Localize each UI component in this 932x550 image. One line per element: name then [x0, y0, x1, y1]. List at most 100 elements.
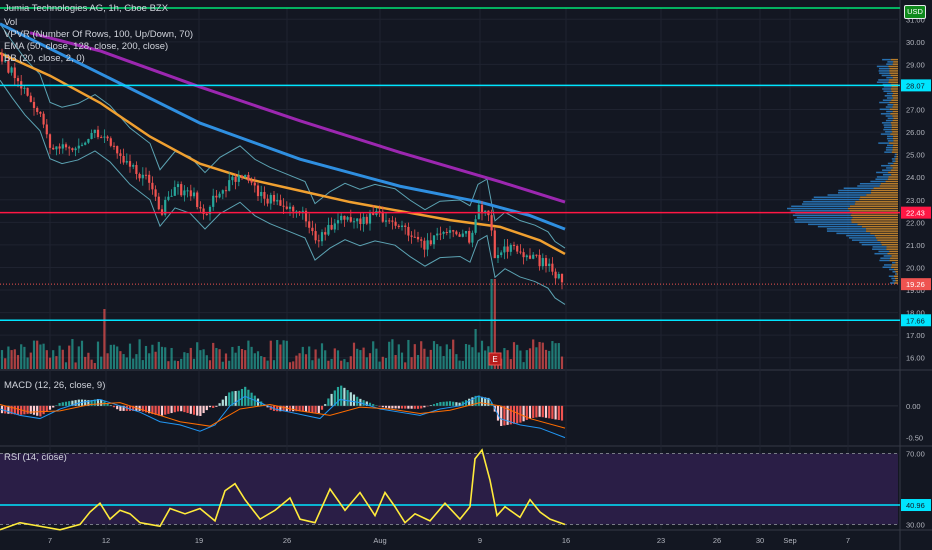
candle-body — [176, 184, 180, 188]
candle-body — [231, 176, 234, 181]
price-tick-label: 29.00 — [906, 60, 925, 69]
vpvr-bar-up — [880, 257, 891, 259]
vpvr-bar-down — [889, 108, 898, 111]
rsi-tick-label: 30.00 — [906, 520, 925, 529]
level-label: 28.07 — [906, 81, 925, 90]
volume-bar — [525, 350, 528, 369]
candle-body — [132, 165, 135, 167]
candle-body — [535, 254, 538, 256]
candle-body — [317, 240, 320, 242]
volume-bar — [109, 344, 112, 369]
macd-hist-bar — [180, 405, 183, 412]
candle-body — [314, 231, 317, 241]
candle-body — [253, 182, 256, 186]
candle-body — [439, 233, 442, 235]
candle-body — [560, 273, 564, 283]
vpvr-bar-up — [826, 230, 867, 232]
currency-badge[interactable]: USD — [904, 5, 926, 19]
volume-bar — [503, 348, 506, 369]
volume-bar — [90, 359, 93, 369]
price-tick-label: 17.00 — [906, 331, 925, 340]
volume-bar — [397, 344, 400, 369]
macd-hist-bar — [176, 405, 180, 412]
vpvr-bar-down — [889, 72, 898, 74]
vpvr-bar-down — [890, 169, 898, 171]
x-tick-label: 26 — [713, 536, 721, 545]
volume-bar — [106, 353, 109, 369]
macd-hist-bar — [327, 398, 330, 406]
vpvr-bar-up — [885, 106, 893, 108]
candle-body — [13, 67, 16, 79]
candle-body — [125, 161, 128, 163]
vpvr-bar-down — [865, 228, 898, 230]
candle-body — [538, 254, 541, 267]
vpvr-bar-down — [891, 83, 898, 86]
volume-bar — [327, 360, 330, 369]
vpvr-bar-down — [888, 65, 898, 68]
volume-bar — [557, 343, 560, 369]
macd-hist-bar — [212, 405, 215, 408]
vpvr-bar-up — [883, 255, 892, 257]
vpvr-bar-up — [808, 223, 858, 226]
price-tick-label: 26.00 — [906, 128, 925, 137]
vpvr-bar-up — [882, 58, 891, 61]
macd-hist-bar — [119, 405, 122, 411]
volume-bar — [346, 362, 349, 369]
candle-body — [324, 232, 327, 235]
candle-body — [215, 195, 218, 198]
volume-bar — [512, 342, 516, 369]
x-tick-label: 7 — [846, 536, 850, 545]
candle-body — [480, 204, 484, 214]
vpvr-bar-down — [855, 201, 898, 203]
candle-body — [221, 190, 224, 194]
macd-hist-bar — [231, 391, 234, 406]
x-tick-label: 12 — [102, 536, 110, 545]
candle-body — [458, 234, 461, 237]
volume-bar — [26, 357, 29, 369]
vpvr-bar-down — [892, 115, 898, 117]
price-tick-label: 19.00 — [906, 286, 925, 295]
vpvr-bar-down — [886, 246, 898, 248]
candle-body — [384, 220, 388, 222]
vpvr-bar-down — [892, 131, 898, 133]
volume-bar — [170, 347, 173, 369]
volume-bar — [490, 279, 493, 369]
volume-bar — [173, 360, 176, 369]
macd-hist-bar — [509, 405, 512, 425]
volume-bar — [272, 360, 276, 369]
vpvr-bar-down — [896, 153, 898, 156]
candle-body — [333, 223, 336, 230]
vpvr-bar-up — [889, 268, 895, 271]
volume-bar — [330, 358, 333, 369]
candle-body — [234, 176, 237, 182]
macd-hist-bar — [336, 386, 340, 406]
vpvr-bar-down — [890, 113, 898, 115]
candle-body — [516, 245, 519, 252]
volume-bar — [509, 359, 512, 369]
vpvr-bar-down — [891, 99, 898, 102]
volume-bar — [231, 346, 234, 369]
volume-bar — [445, 344, 448, 369]
macd-hist-bar — [106, 403, 109, 406]
volume-bar — [138, 339, 141, 369]
vpvr-bar-down — [892, 149, 898, 151]
candle-body — [407, 226, 410, 236]
vpvr-bar-down — [887, 178, 898, 180]
candle-body — [260, 191, 263, 197]
macd-hist-bar — [525, 405, 528, 420]
volume-bar — [192, 358, 196, 369]
vpvr-bar-up — [813, 196, 861, 199]
vpvr-bar-down — [893, 97, 898, 99]
macd-hist-bar — [26, 405, 29, 414]
volume-bar — [125, 357, 128, 369]
macd-hist-bar — [58, 403, 61, 406]
volume-bar — [528, 348, 532, 369]
volume-bar — [74, 362, 77, 369]
volume-bar — [84, 356, 87, 369]
macd-hist-bar — [295, 405, 298, 412]
vpvr-bar-down — [887, 252, 898, 255]
chart-title: Jumia Technologies AG, 1h, Cboe BZX — [4, 3, 169, 14]
rsi-legend: RSI (14, close) — [4, 452, 67, 463]
vpvr-bar-down — [893, 137, 898, 140]
